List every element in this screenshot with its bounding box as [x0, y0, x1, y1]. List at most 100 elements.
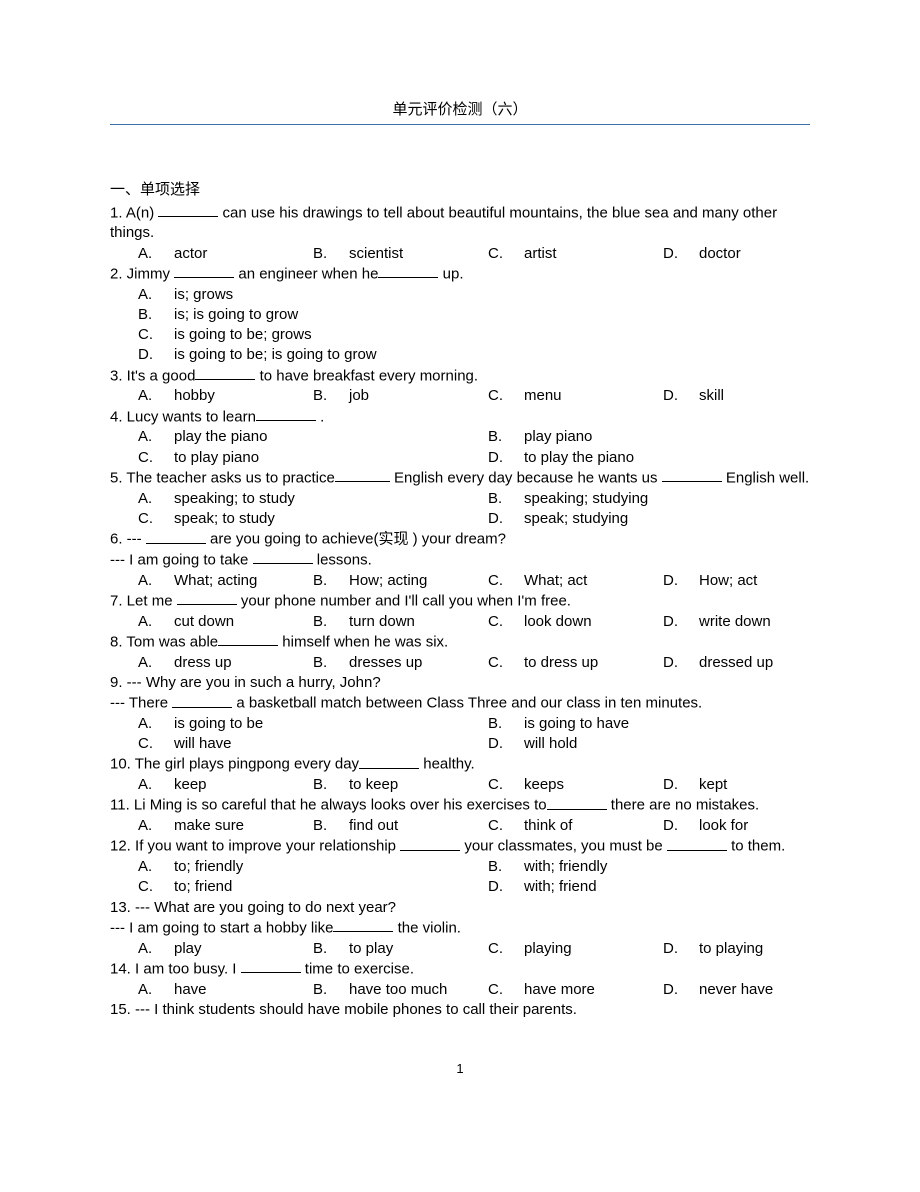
option-letter: D. [488, 734, 524, 754]
option: B.scientist [285, 244, 460, 264]
option-letter: A. [138, 285, 174, 305]
page: 单元评价检测（六） 一、单项选择 1. A(n) can use his dra… [0, 0, 920, 1138]
option: C.menu [460, 386, 635, 406]
option-text: is going to have [524, 714, 810, 734]
question-stem: 10. The girl plays pingpong every day he… [110, 754, 810, 775]
option: D.is going to be; is going to grow [110, 345, 810, 365]
option-text: with; friend [524, 877, 810, 897]
question-stem: 4. Lucy wants to learn . [110, 407, 810, 428]
option-letter: A. [138, 939, 174, 959]
option-text: speak; studying [524, 509, 810, 529]
option: A.speaking; to study [110, 489, 460, 509]
option-text: think of [524, 816, 635, 836]
option: C.speak; to study [110, 509, 460, 529]
option: C.playing [460, 939, 635, 959]
option-letter: C. [138, 509, 174, 529]
option-letter: B. [488, 489, 524, 509]
option: C.think of [460, 816, 635, 836]
option: D.kept [635, 775, 810, 795]
option-letter: C. [488, 775, 524, 795]
blank [359, 754, 419, 769]
question-followup: --- There a basketball match between Cla… [110, 693, 810, 714]
option-text: What; act [524, 571, 635, 591]
options: A.to; friendlyB.with; friendlyC.to; frie… [110, 857, 810, 898]
option-letter: C. [488, 386, 524, 406]
option-text: to; friendly [174, 857, 460, 877]
option: A.hobby [110, 386, 285, 406]
option: C.is going to be; grows [110, 325, 810, 345]
blank [335, 468, 390, 483]
option: C.to; friend [110, 877, 460, 897]
option: B.dresses up [285, 653, 460, 673]
option-text: hobby [174, 386, 285, 406]
option: B.speaking; studying [460, 489, 810, 509]
option: A.play [110, 939, 285, 959]
option-letter: B. [488, 857, 524, 877]
option-text: dresses up [349, 653, 460, 673]
blank [667, 836, 727, 851]
options: A.dress upB.dresses upC.to dress upD.dre… [110, 653, 810, 673]
option-text: to keep [349, 775, 460, 795]
option-letter: B. [313, 612, 349, 632]
option-text: have [174, 980, 285, 1000]
option: B.to play [285, 939, 460, 959]
option-letter: C. [138, 325, 174, 345]
option-text: play the piano [174, 427, 460, 447]
option: D.How; act [635, 571, 810, 591]
question: 4. Lucy wants to learn .A.play the piano… [110, 407, 810, 468]
option-text: will hold [524, 734, 810, 754]
option-letter: A. [138, 714, 174, 734]
option-letter: A. [138, 612, 174, 632]
option-letter: C. [488, 816, 524, 836]
option: A.is going to be [110, 714, 460, 734]
option-letter: D. [663, 775, 699, 795]
option: D.with; friend [460, 877, 810, 897]
options: A.speaking; to studyB.speaking; studying… [110, 489, 810, 530]
option-text: have more [524, 980, 635, 1000]
option: C.to play piano [110, 448, 460, 468]
option-text: to playing [699, 939, 810, 959]
question-stem: 13. --- What are you going to do next ye… [110, 898, 810, 918]
option: D.speak; studying [460, 509, 810, 529]
option-text: have too much [349, 980, 460, 1000]
option-letter: D. [663, 939, 699, 959]
options: A.make sureB.find outC.think ofD.look fo… [110, 816, 810, 836]
question: 14. I am too busy. I time to exercise.A.… [110, 959, 810, 1000]
question: 13. --- What are you going to do next ye… [110, 898, 810, 959]
question-stem: 5. The teacher asks us to practice Engli… [110, 468, 810, 489]
option-letter: C. [138, 448, 174, 468]
option: D.will hold [460, 734, 810, 754]
option-letter: B. [313, 244, 349, 264]
option-letter: D. [663, 571, 699, 591]
questions-container: 1. A(n) can use his drawings to tell abo… [110, 203, 810, 1021]
option-letter: A. [138, 653, 174, 673]
option: C.look down [460, 612, 635, 632]
option-letter: C. [488, 980, 524, 1000]
option-letter: B. [313, 571, 349, 591]
option-text: look down [524, 612, 635, 632]
option-letter: B. [313, 939, 349, 959]
option-letter: A. [138, 775, 174, 795]
option: A.keep [110, 775, 285, 795]
option: A.make sure [110, 816, 285, 836]
option-letter: B. [313, 816, 349, 836]
question-stem: 9. --- Why are you in such a hurry, John… [110, 673, 810, 693]
option-text: speaking; studying [524, 489, 810, 509]
option: B.is; is going to grow [110, 305, 810, 325]
title-underline [110, 124, 810, 125]
option-text: is going to be [174, 714, 460, 734]
blank [378, 264, 438, 279]
question: 9. --- Why are you in such a hurry, John… [110, 673, 810, 755]
blank [256, 407, 316, 422]
option: C.artist [460, 244, 635, 264]
option-text: turn down [349, 612, 460, 632]
option-text: playing [524, 939, 635, 959]
blank [400, 836, 460, 851]
option-text: play [174, 939, 285, 959]
option-text: job [349, 386, 460, 406]
option: B.with; friendly [460, 857, 810, 877]
option: C.have more [460, 980, 635, 1000]
option: D.to playing [635, 939, 810, 959]
option: B.turn down [285, 612, 460, 632]
option-text: to play piano [174, 448, 460, 468]
